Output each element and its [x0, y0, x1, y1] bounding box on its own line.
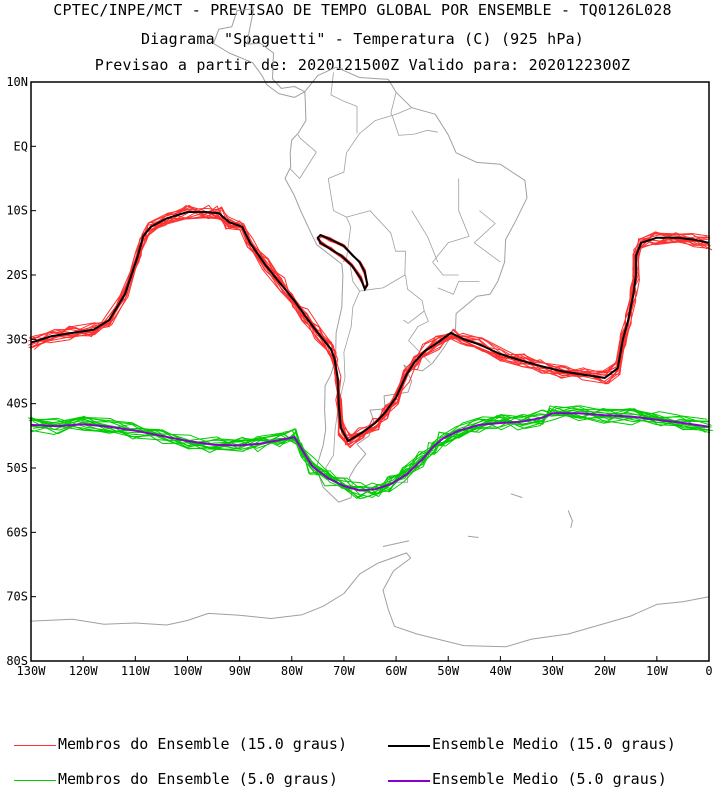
lon-tick-label: 70W: [333, 664, 355, 678]
south-shetland-islands: [382, 540, 410, 547]
lat-tick-label: 10S: [6, 204, 28, 218]
country-border: [437, 281, 480, 295]
ensemble-member-15: [31, 216, 708, 443]
lat-tick-label: 50S: [6, 461, 28, 475]
ensemble-mean-5-contour: [30, 412, 710, 492]
country-border: [408, 310, 431, 364]
lon-tick-label: 20W: [594, 664, 616, 678]
country-border: [403, 274, 425, 324]
lat-tick-label: 80S: [6, 654, 28, 668]
legend-label-mean-5: Ensemble Medio (5.0 graus): [432, 770, 667, 788]
members-5-contours: [28, 405, 713, 500]
longitude-axis: 130W 120W 110W 100W 90W 80W 70W 60W 50W 40W 30W 20W…: [17, 656, 713, 678]
south-sandwich-islands: [567, 510, 573, 528]
country-border: [473, 210, 501, 263]
antarctica-coastline: [30, 552, 710, 648]
lon-tick-label: 30W: [542, 664, 564, 678]
chart-title: CPTEC/INPE/MCT - PREVISAO DE TEMPO GLOBA…: [53, 1, 672, 19]
lon-tick-label: 0: [705, 664, 712, 678]
south-georgia-island: [510, 493, 523, 499]
lon-tick-label: 50W: [437, 664, 459, 678]
lon-tick-label: 120W: [69, 664, 99, 678]
lon-tick-label: 100W: [173, 664, 203, 678]
lat-tick-label: 20S: [6, 268, 28, 282]
lat-tick-label: 60S: [6, 525, 28, 539]
lon-tick-label: 10W: [646, 664, 668, 678]
lon-tick-label: 80W: [281, 664, 303, 678]
ensemble-member-5: [28, 405, 711, 498]
ensemble-member-15: [30, 205, 708, 438]
south-america-coastline: [284, 66, 528, 503]
country-border: [346, 210, 406, 292]
legend-swatch-mean-5: [388, 780, 430, 782]
lon-tick-label: 110W: [121, 664, 151, 678]
south-orkney-islands: [467, 535, 479, 538]
lon-tick-label: 90W: [229, 664, 251, 678]
ensemble-member-15: [30, 211, 711, 443]
ensemble-member-15: [32, 204, 708, 442]
map-frame: [30, 81, 710, 662]
legend-label-members-5: Membros do Ensemble (5.0 graus): [58, 770, 338, 788]
legend-label-members-15: Membros do Ensemble (15.0 graus): [58, 735, 347, 753]
country-border: [297, 134, 317, 153]
legend-swatch-members-15: [14, 745, 56, 746]
ensemble-member-15: [27, 205, 707, 439]
country-border: [411, 210, 439, 263]
legend-label-mean-15: Ensemble Medio (15.0 graus): [432, 735, 676, 753]
ensemble-member-15: [29, 209, 713, 437]
ensemble-member-15: [28, 205, 711, 446]
lon-tick-label: 40W: [490, 664, 512, 678]
country-border: [432, 178, 470, 276]
lon-tick-label: 130W: [17, 664, 47, 678]
ensemble-member-5: [30, 405, 710, 500]
legend-swatch-mean-15: [388, 745, 430, 747]
ensemble-member-15: [28, 217, 708, 436]
legend-swatch-members-5: [14, 780, 56, 781]
country-border: [330, 72, 358, 134]
central-america-coastline: [213, 8, 306, 98]
latitude-axis: 10N EQ 10S 20S 30S 40S 50S 60S 70S 80S: [6, 75, 36, 668]
contours: [27, 204, 713, 500]
lat-tick-label: 10N: [6, 75, 28, 89]
ensemble-mean-15-contour: [30, 211, 710, 443]
ensemble-member-15: [33, 208, 710, 441]
lon-tick-label: 60W: [385, 664, 407, 678]
lat-tick-label: 40S: [6, 397, 28, 411]
lat-tick-label: 70S: [6, 590, 28, 604]
country-border: [325, 290, 360, 483]
coastlines: [30, 8, 710, 648]
ensemble-member-15: [33, 207, 711, 438]
country-border: [328, 107, 412, 179]
country-border: [289, 151, 317, 179]
lat-tick-label: EQ: [14, 139, 28, 153]
country-border: [390, 92, 438, 136]
forecast-dates: Previsao a partir de: 2020121500Z Valido…: [94, 56, 631, 74]
lat-tick-label: 30S: [6, 332, 28, 346]
